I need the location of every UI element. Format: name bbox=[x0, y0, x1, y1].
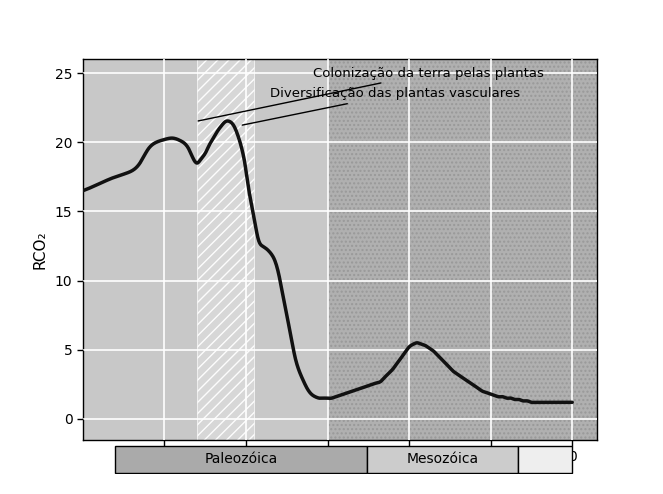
Bar bbox=[367, 446, 518, 473]
Bar bbox=[328, 59, 597, 440]
Bar bbox=[115, 446, 367, 473]
Text: Paleozóica: Paleozóica bbox=[204, 453, 278, 466]
Text: Diversificação das plantas vasculares: Diversificação das plantas vasculares bbox=[242, 87, 520, 125]
Text: Colonização da terra pelas plantas: Colonização da terra pelas plantas bbox=[198, 67, 544, 121]
Text: Mesozóica: Mesozóica bbox=[406, 453, 479, 466]
Bar bbox=[197, 59, 254, 440]
Bar bbox=[518, 446, 572, 473]
Y-axis label: RCO₂: RCO₂ bbox=[33, 230, 48, 269]
